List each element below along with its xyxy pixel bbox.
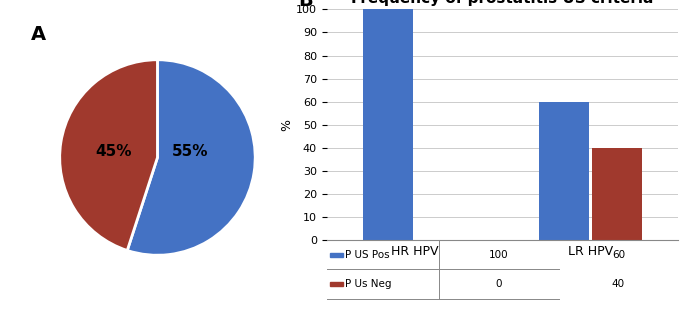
Wedge shape <box>60 60 158 250</box>
Wedge shape <box>127 60 256 255</box>
Bar <box>592 148 642 240</box>
Bar <box>363 9 413 240</box>
Text: A: A <box>31 25 46 44</box>
Text: P US Pos: P US Pos <box>345 249 390 260</box>
Text: B: B <box>299 0 314 10</box>
Bar <box>330 282 343 286</box>
Title: Frequency of prostatitis US criteria: Frequency of prostatitis US criteria <box>351 0 653 5</box>
Text: P Us Neg: P Us Neg <box>345 279 392 289</box>
Text: 100: 100 <box>489 249 509 260</box>
Text: 45%: 45% <box>95 144 132 159</box>
Bar <box>330 253 343 256</box>
Text: 0: 0 <box>496 279 502 289</box>
Text: 40: 40 <box>612 279 625 289</box>
Y-axis label: %: % <box>280 119 293 131</box>
Text: 55%: 55% <box>171 144 208 159</box>
Bar <box>539 101 589 240</box>
Text: 60: 60 <box>612 249 625 260</box>
